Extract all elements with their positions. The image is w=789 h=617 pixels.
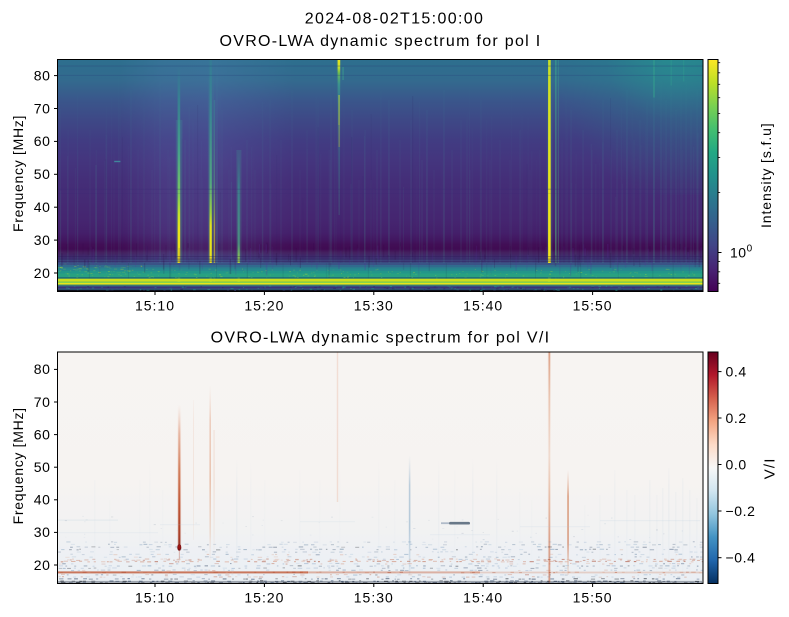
svg-text:15:10: 15:10	[135, 590, 175, 606]
svg-text:V/I: V/I	[762, 457, 779, 479]
svg-text:50: 50	[34, 166, 51, 182]
svg-text:15:40: 15:40	[463, 590, 503, 606]
svg-text:50: 50	[34, 459, 51, 475]
svg-text:80: 80	[34, 67, 51, 83]
svg-text:0.4: 0.4	[726, 363, 747, 379]
svg-text:60: 60	[34, 426, 51, 442]
svg-text:−0.4: −0.4	[726, 550, 756, 566]
svg-text:80: 80	[34, 361, 51, 377]
svg-text:0.0: 0.0	[726, 456, 747, 472]
svg-text:OVRO-LWA dynamic spectrum for: OVRO-LWA dynamic spectrum for pol I	[219, 33, 541, 50]
svg-text:15:30: 15:30	[354, 590, 394, 606]
svg-text:60: 60	[34, 133, 51, 149]
svg-text:30: 30	[34, 232, 51, 248]
svg-text:15:40: 15:40	[463, 298, 503, 314]
svg-text:0.2: 0.2	[726, 410, 747, 426]
svg-text:OVRO-LWA dynamic spectrum for: OVRO-LWA dynamic spectrum for pol V/I	[211, 330, 551, 347]
svg-text:40: 40	[34, 492, 51, 508]
svg-text:15:20: 15:20	[244, 590, 284, 606]
svg-text:70: 70	[34, 100, 51, 116]
svg-text:−0.2: −0.2	[726, 503, 756, 519]
svg-text:70: 70	[34, 394, 51, 410]
svg-text:Intensity [s.f.u]: Intensity [s.f.u]	[758, 122, 774, 228]
svg-text:30: 30	[34, 524, 51, 540]
svg-text:15:50: 15:50	[573, 298, 613, 314]
svg-text:40: 40	[34, 199, 51, 215]
svg-text:Frequency [MHz]: Frequency [MHz]	[10, 115, 26, 232]
svg-text:20: 20	[34, 265, 51, 281]
svg-text:2024-08-02T15:00:00: 2024-08-02T15:00:00	[305, 10, 485, 27]
svg-text:Frequency [MHz]: Frequency [MHz]	[10, 407, 26, 524]
svg-text:15:50: 15:50	[573, 590, 613, 606]
svg-text:20: 20	[34, 557, 51, 573]
svg-text:15:20: 15:20	[244, 298, 284, 314]
svg-text:15:10: 15:10	[135, 298, 175, 314]
svg-text:15:30: 15:30	[354, 298, 394, 314]
